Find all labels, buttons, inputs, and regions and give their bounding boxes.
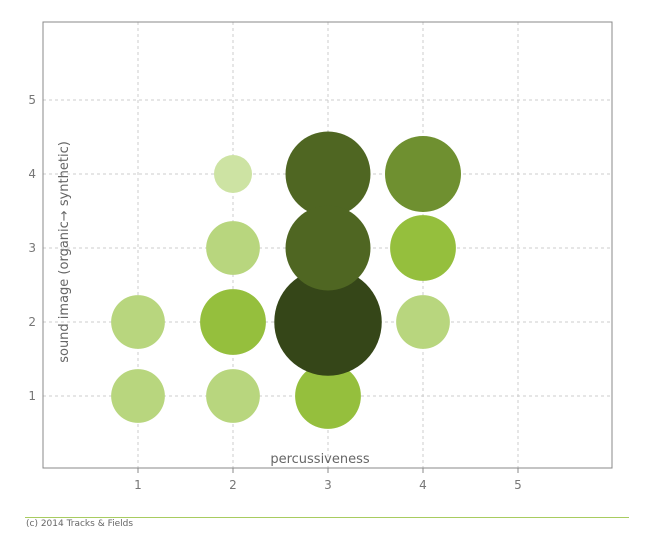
bubble (214, 155, 252, 193)
y-tick-label: 3 (28, 241, 36, 255)
x-tick-label: 1 (134, 478, 142, 492)
x-tick-label: 5 (514, 478, 522, 492)
y-tick-label: 2 (28, 315, 36, 329)
y-tick-label: 1 (28, 389, 36, 403)
bubble (295, 363, 361, 429)
ticks: 1 2 3 4 5 1 2 3 4 5 (28, 93, 521, 492)
bubble (206, 221, 260, 275)
y-tick-label: 5 (28, 93, 36, 107)
bubble (385, 136, 461, 212)
bubble (285, 131, 371, 217)
bubble (285, 205, 371, 291)
x-tick-label: 3 (324, 478, 332, 492)
bubble (111, 295, 165, 349)
y-tick-label: 4 (28, 167, 36, 181)
y-axis-label: sound image (organic→ synthetic) (57, 141, 72, 363)
bubble (206, 369, 260, 423)
bubble (396, 295, 450, 349)
bubble (111, 369, 165, 423)
footer-copyright: (c) 2014 Tracks & Fields (26, 519, 134, 529)
bubble (390, 215, 456, 281)
bubble (274, 268, 382, 376)
x-tick-label: 2 (229, 478, 237, 492)
bubbles (111, 131, 461, 429)
x-tick-label: 4 (419, 478, 427, 492)
footer-divider (25, 517, 629, 518)
bubble (200, 289, 266, 355)
x-axis-label: percussiveness (270, 452, 370, 467)
